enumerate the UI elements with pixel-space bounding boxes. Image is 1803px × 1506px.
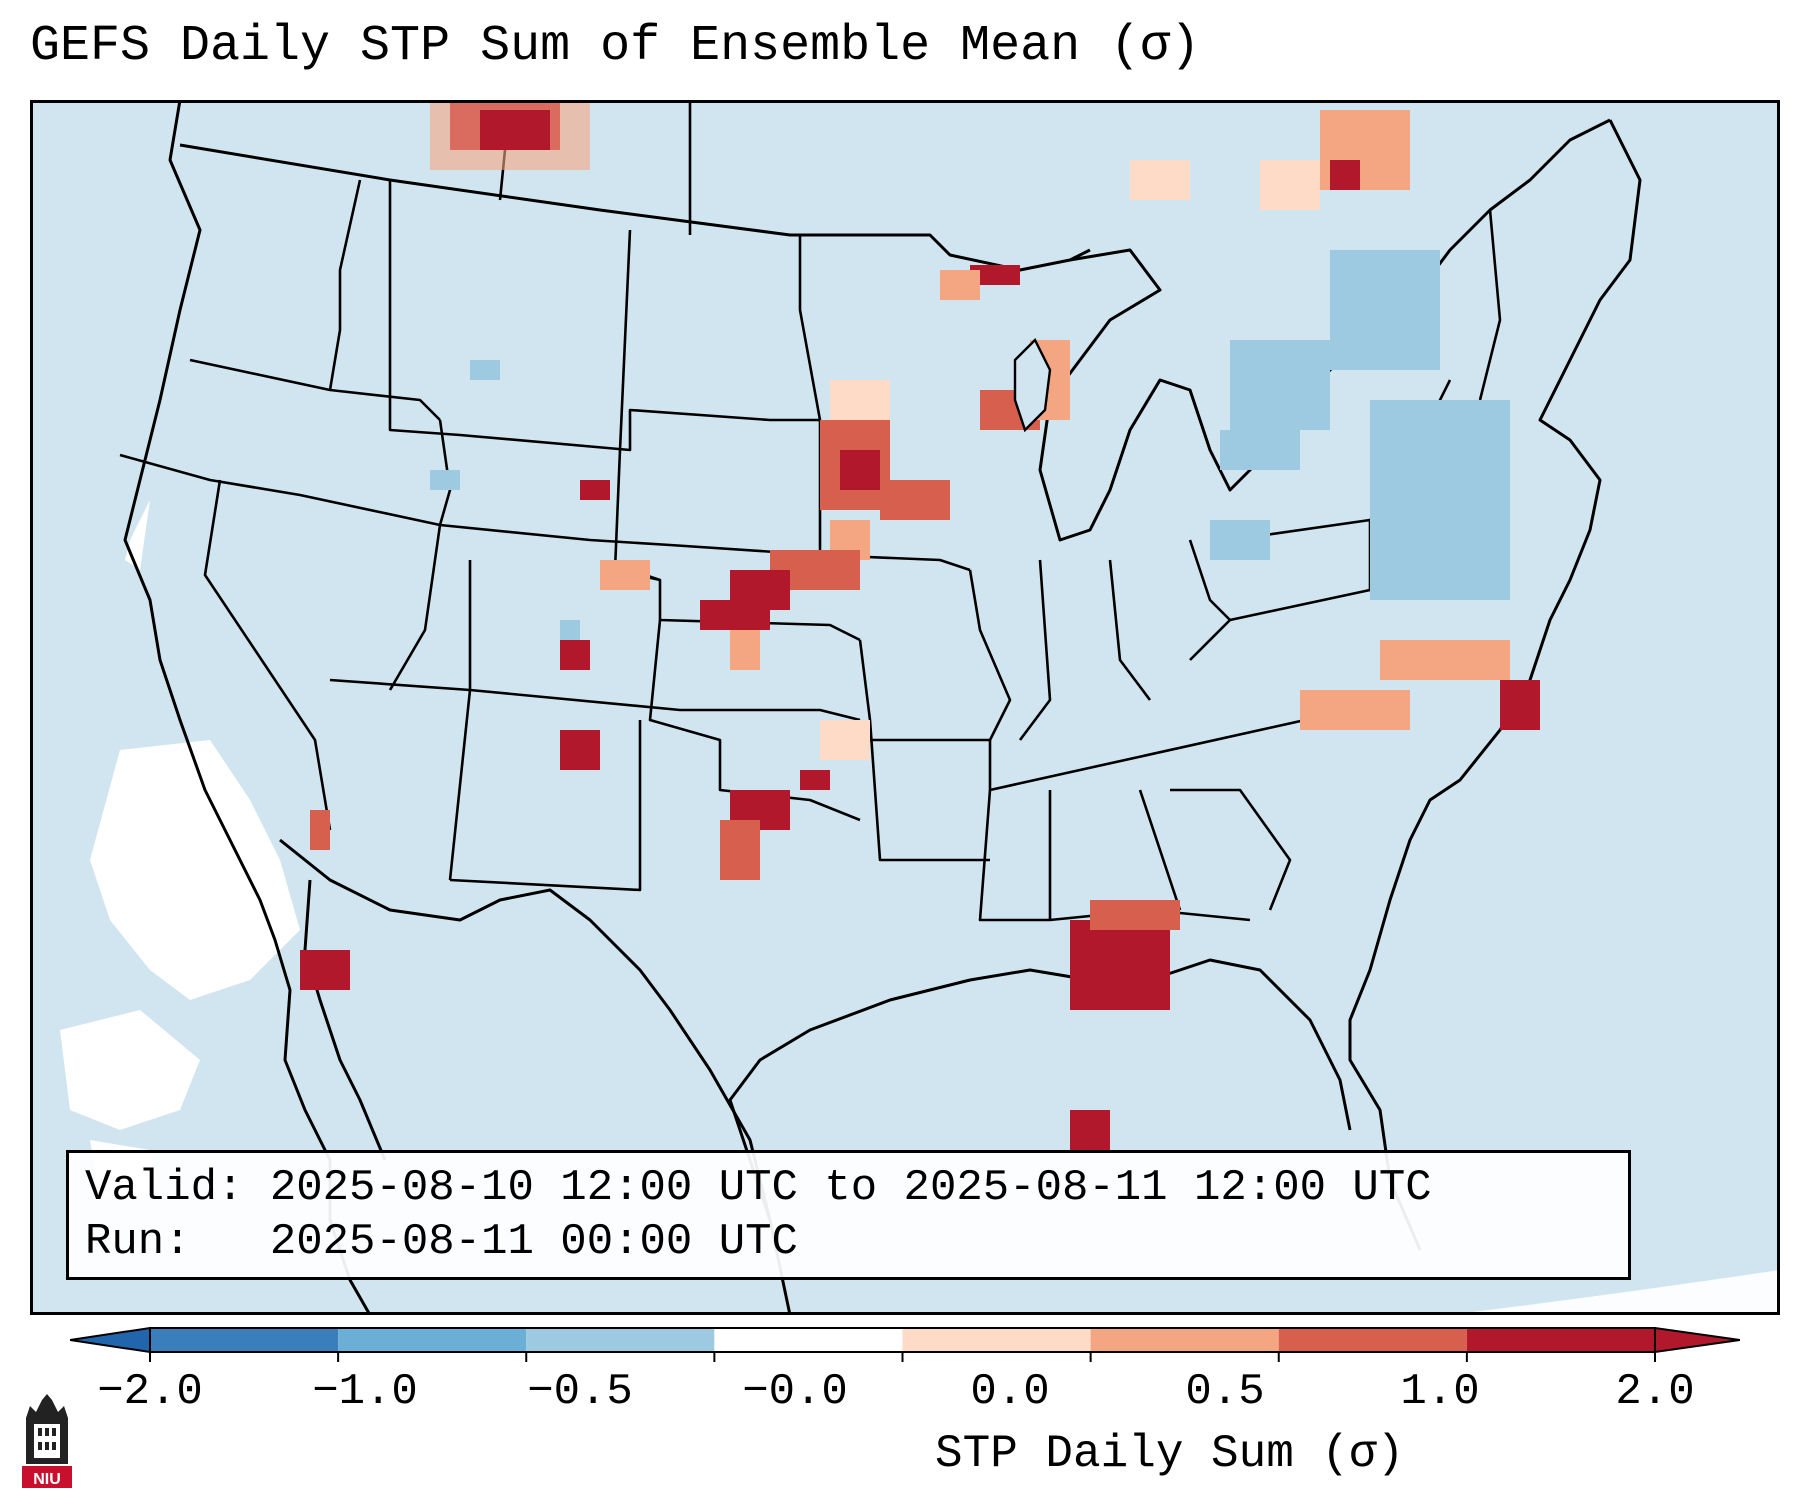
colorbar-segment (1090, 1328, 1279, 1352)
colorbar-segment (1466, 1328, 1655, 1352)
map-panel (30, 100, 1780, 1315)
colorbar-tick: 1.0 (1400, 1367, 1480, 1417)
stp-cell (1370, 400, 1510, 600)
stp-cell (840, 450, 880, 490)
colorbar-tick: 0.0 (970, 1367, 1050, 1417)
stp-cell (1070, 920, 1170, 1010)
stp-cell (1380, 640, 1510, 680)
chart-title: GEFS Daily STP Sum of Ensemble Mean (σ) (30, 18, 1201, 75)
stp-cell (1300, 690, 1410, 730)
stp-cell (470, 360, 500, 380)
stp-cell (970, 265, 1020, 285)
colorbar-tick: −2.0 (97, 1367, 203, 1417)
logo-text: NIU (33, 1471, 61, 1488)
run-label: Run: (85, 1217, 191, 1267)
stp-cell (1330, 160, 1360, 190)
colorbar-tick: −0.5 (527, 1367, 633, 1417)
colorbar-tick: 2.0 (1615, 1367, 1695, 1417)
map-background (30, 100, 1780, 1315)
valid-run-box: Valid: 2025-08-10 12:00 UTC to 2025-08-1… (66, 1150, 1631, 1280)
colorbar-tick: 0.5 (1185, 1367, 1265, 1417)
stp-cell (1130, 160, 1190, 200)
state-borders (119, 100, 1502, 922)
stp-cell (700, 600, 770, 630)
colorbar-tick: −1.0 (312, 1367, 418, 1417)
stp-cell (1500, 680, 1540, 730)
lakes (1013, 337, 1052, 433)
stp-cell (730, 630, 760, 670)
map-border (30, 100, 1780, 1315)
stp-cell (300, 950, 350, 990)
stp-cell (310, 810, 330, 850)
stp-cell (940, 270, 980, 300)
colorbar-label: STP Daily Sum (σ) (935, 1428, 1405, 1480)
stp-cell (1070, 1110, 1110, 1150)
stp-cell (560, 730, 600, 770)
colorbar-segment (1278, 1328, 1467, 1352)
colorbar-segment (714, 1328, 903, 1352)
stp-cell (800, 770, 830, 790)
university-tower-icon: NIU (22, 1394, 72, 1488)
stp-cell (1260, 160, 1320, 210)
colorbar-segment (902, 1328, 1091, 1352)
colorbar-segment (338, 1328, 527, 1352)
valid-value: 2025-08-10 12:00 UTC to 2025-08-11 12:00… (269, 1163, 1432, 1213)
colorbar-segment (526, 1328, 715, 1352)
stp-cell (880, 480, 950, 520)
stp-cell (560, 620, 580, 640)
stp-map (30, 100, 1780, 1315)
colorbar-tick: −0.0 (742, 1367, 848, 1417)
stp-cell (830, 380, 890, 420)
colorbar (70, 1326, 1740, 1362)
stp-negative-cells (430, 250, 1510, 640)
near-zero-areas (30, 500, 1780, 1315)
colorbar-segment (150, 1328, 339, 1352)
colorbar-extend-high (1654, 1326, 1740, 1354)
stp-cell (430, 470, 460, 490)
colorbar-extend-low (70, 1326, 151, 1354)
stp-cell (1210, 520, 1270, 560)
stp-cell (480, 110, 550, 150)
stp-cell (1330, 250, 1440, 370)
valid-label: Valid: (85, 1163, 244, 1213)
stp-cell (560, 640, 590, 670)
stp-cell (1230, 340, 1330, 430)
stp-cell (600, 560, 650, 590)
stp-cell (820, 720, 870, 760)
stp-cell (720, 820, 760, 880)
stp-cell (1090, 900, 1180, 930)
stp-cell (580, 480, 610, 500)
stp-cell (1220, 430, 1300, 470)
run-value: 2025-08-11 00:00 UTC (269, 1217, 798, 1267)
